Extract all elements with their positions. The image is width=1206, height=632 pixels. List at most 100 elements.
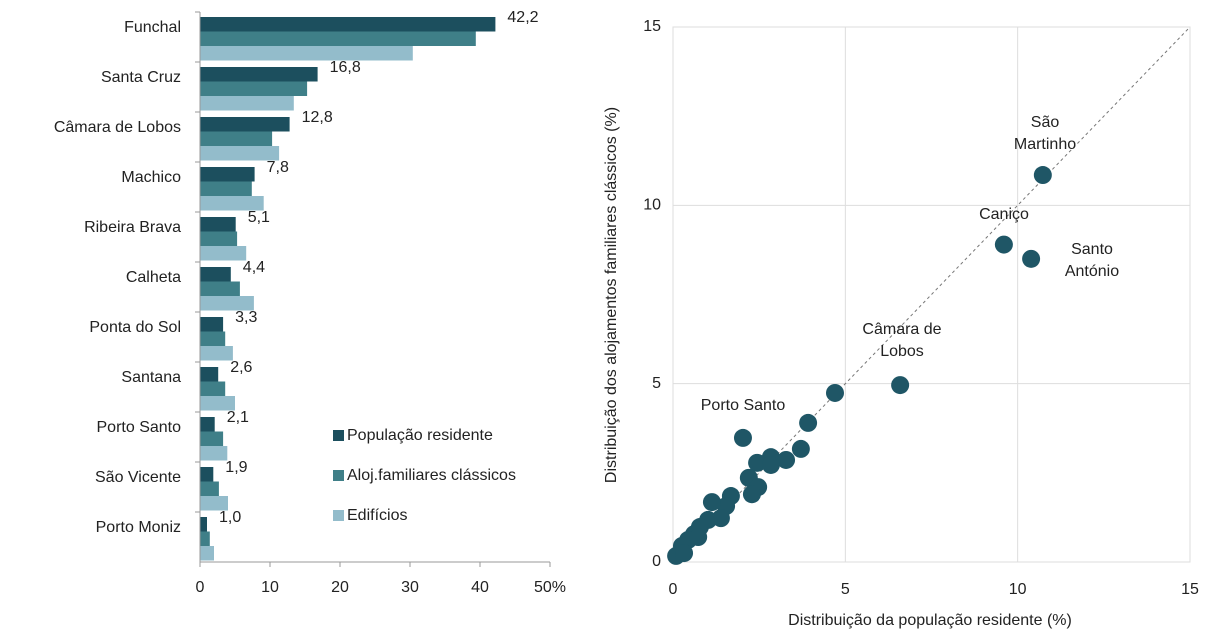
x-axis-label: Distribuição da população residente (%): [788, 612, 1072, 629]
bar: [200, 417, 215, 432]
bar: [200, 231, 238, 246]
point: [742, 485, 761, 504]
y-tick-label: Ribeira Brava: [84, 219, 181, 236]
y-tick-label: 10: [643, 197, 661, 214]
y-tick-label: Santana: [121, 369, 181, 386]
bar: [200, 46, 413, 61]
point: [891, 376, 910, 395]
x-tick-label: 10: [1009, 581, 1027, 598]
value-label: 3,3: [235, 309, 257, 326]
point: [799, 413, 818, 432]
bar: [200, 167, 255, 182]
value-label: 2,1: [227, 409, 249, 426]
annotation: Caniço: [979, 206, 1029, 223]
bar: [200, 17, 496, 32]
y-tick-label: Machico: [121, 169, 181, 186]
legend-swatch: [333, 430, 344, 441]
value-label: 1,9: [225, 459, 247, 476]
annotation: Porto Santo: [701, 397, 786, 414]
bar: [200, 381, 226, 396]
legend-swatch: [333, 470, 344, 481]
legend-label: Aloj.familiares clássicos: [347, 467, 516, 484]
x-tick-label: 30: [401, 579, 419, 596]
point: [733, 428, 752, 447]
bar: [200, 331, 226, 346]
bar: [200, 246, 247, 261]
bar: [200, 96, 294, 111]
y-tick-label: Câmara de Lobos: [54, 119, 181, 136]
bar: [200, 196, 264, 211]
bar: [200, 467, 214, 482]
bar: [200, 317, 224, 332]
x-tick-label: 15: [1181, 581, 1199, 598]
y-tick-label: Santa Cruz: [101, 69, 181, 86]
bar: [200, 296, 254, 311]
y-tick-label: Porto Santo: [97, 419, 182, 436]
bar: [200, 131, 273, 146]
x-tick-label: 0: [669, 581, 678, 598]
value-label: 5,1: [248, 209, 270, 226]
point: [689, 528, 708, 547]
bar: [200, 146, 280, 161]
y-tick-label: 15: [643, 18, 661, 35]
bar: [200, 546, 214, 561]
bar: [200, 481, 219, 496]
y-axis-label: Distribuição dos alojamentos familiares …: [603, 107, 620, 483]
bar: [200, 517, 207, 532]
reference-line: [672, 26, 1191, 563]
legend-label: População residente: [347, 427, 493, 444]
bar: [200, 217, 236, 232]
x-tick-label: 0: [196, 579, 205, 596]
point: [825, 383, 844, 402]
y-tick-label: 0: [652, 553, 661, 570]
point: [1022, 249, 1041, 268]
annotation: Santo: [1071, 241, 1113, 258]
bar: [200, 496, 228, 511]
value-label: 16,8: [330, 59, 361, 76]
bar: [200, 367, 219, 382]
point: [748, 453, 767, 472]
bar: [200, 81, 308, 96]
point: [675, 544, 694, 563]
y-tick-label: São Vicente: [95, 469, 181, 486]
point: [791, 439, 810, 458]
annotation: Câmara de: [862, 321, 941, 338]
bar: [200, 181, 252, 196]
bar: [200, 396, 235, 411]
bar: [200, 431, 224, 446]
bar: [200, 67, 318, 82]
annotation: São: [1031, 114, 1060, 131]
x-tick-label: 20: [331, 579, 349, 596]
value-label: 2,6: [230, 359, 252, 376]
point: [761, 455, 780, 474]
y-tick-label: Calheta: [126, 269, 181, 286]
y-tick-label: Funchal: [124, 19, 181, 36]
bar: [200, 31, 476, 46]
x-tick-label: 50%: [534, 579, 566, 596]
x-tick-label: 40: [471, 579, 489, 596]
y-tick-label: Ponta do Sol: [89, 319, 181, 336]
y-tick-label: Porto Moniz: [96, 519, 181, 536]
point: [777, 450, 796, 469]
annotation: António: [1065, 263, 1119, 280]
y-tick-label: 5: [652, 375, 661, 392]
point: [994, 235, 1013, 254]
value-label: 7,8: [267, 159, 289, 176]
value-label: 4,4: [243, 259, 265, 276]
value-label: 1,0: [219, 509, 241, 526]
bar: [200, 531, 210, 546]
bar: [200, 446, 228, 461]
legend-label: Edifícios: [347, 507, 407, 524]
x-tick-label: 5: [841, 581, 850, 598]
bar: [200, 346, 233, 361]
point: [1033, 166, 1052, 185]
bar: [200, 267, 231, 282]
value-label: 12,8: [302, 109, 333, 126]
legend-swatch: [333, 510, 344, 521]
point: [702, 493, 721, 512]
value-label: 42,2: [507, 9, 538, 26]
annotation: Lobos: [880, 343, 924, 360]
bar: [200, 117, 290, 132]
x-tick-label: 10: [261, 579, 279, 596]
